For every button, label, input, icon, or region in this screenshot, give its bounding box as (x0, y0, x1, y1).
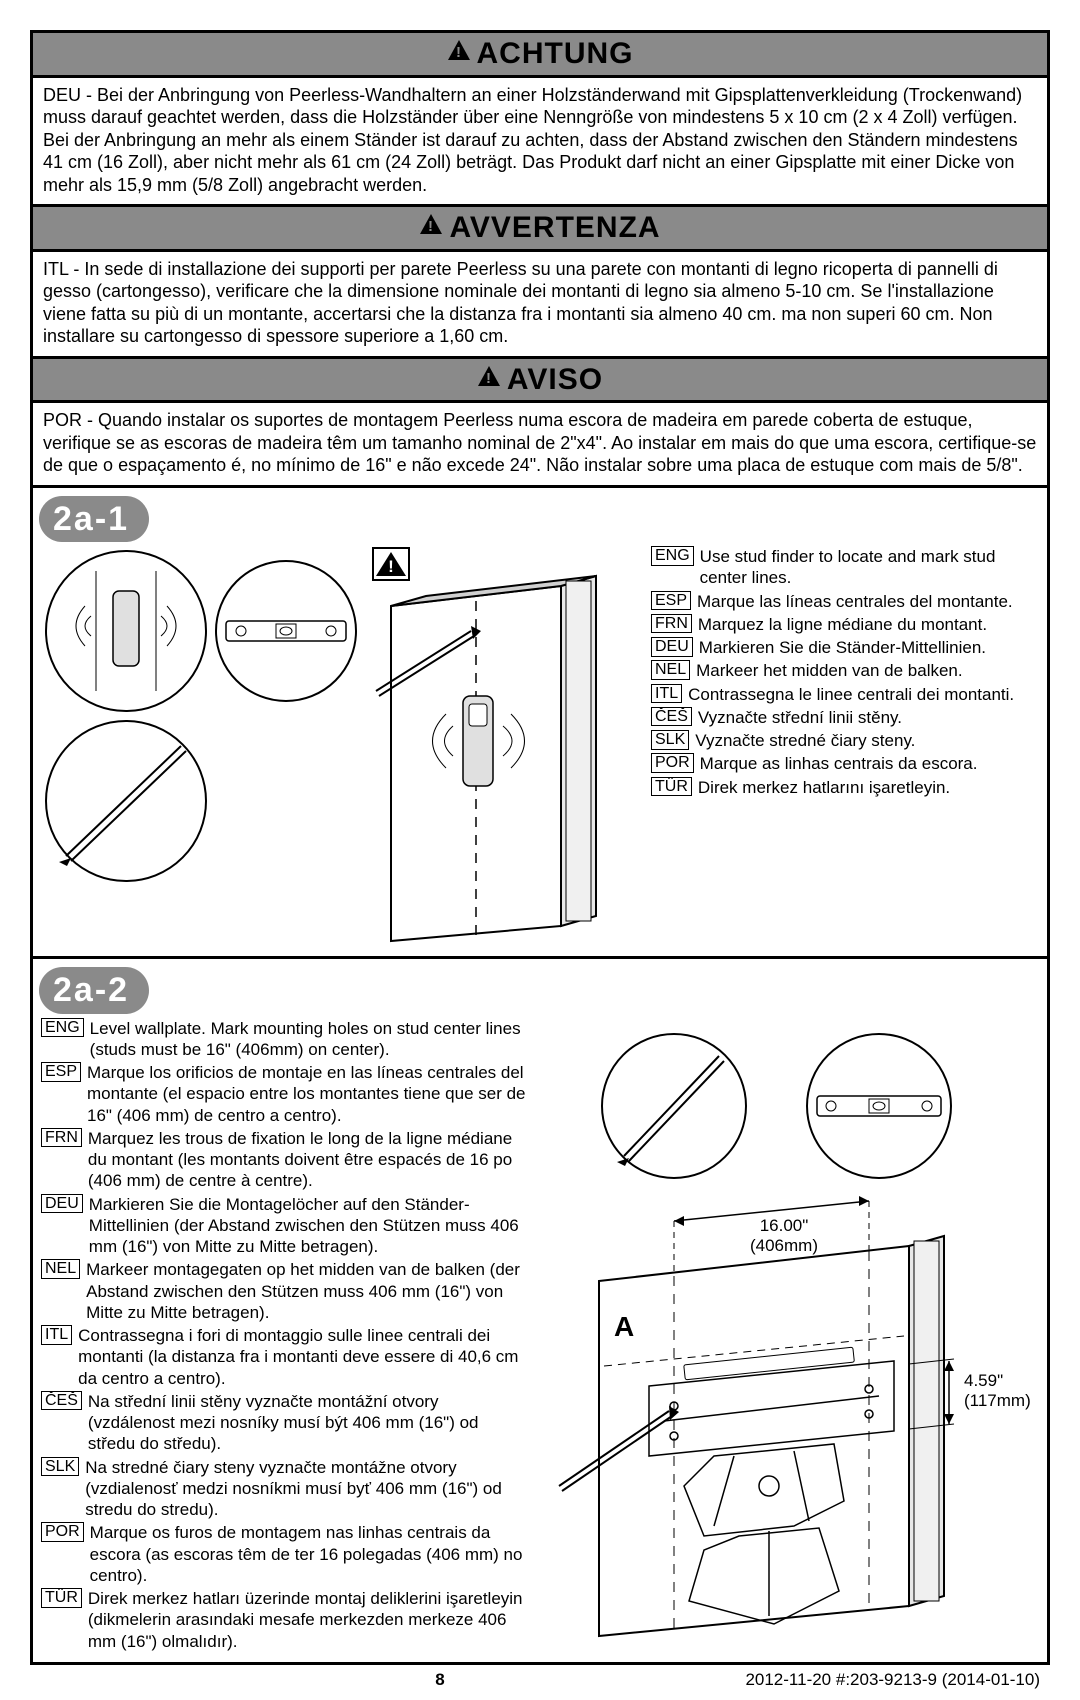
achtung-body: DEU - Bei der Anbringung von Peerless-Wa… (33, 78, 1047, 205)
lang-code: ENG (41, 1018, 84, 1038)
lang-code: DEU (651, 637, 693, 657)
instruction-text: Marquez la ligne médiane du montant. (698, 614, 1039, 635)
instruction-row: TÜR Direk merkez hatlarını işaretleyin. (651, 777, 1039, 798)
instruction-text: Level wallplate. Mark mounting holes on … (90, 1018, 529, 1061)
instruction-text: Na střední linii stěny vyznačte montážní… (88, 1391, 529, 1455)
instruction-row: SLK Vyznačte stredné čiary steny. (651, 730, 1039, 751)
svg-text:!: ! (456, 44, 462, 61)
section-2a1: ! ENGUse stud (33, 546, 1047, 959)
instruction-text: Marquez les trous de fixation le long de… (88, 1128, 529, 1192)
lang-code: ENG (651, 546, 694, 566)
lang-code: POR (41, 1522, 84, 1542)
aviso-title: AVISO (507, 363, 603, 396)
instruction-row: FRN Marquez les trous de fixation le long… (41, 1128, 529, 1192)
instruction-text: Contrassegna i fori di montaggio sulle l… (78, 1325, 529, 1389)
instruction-row: FRN Marquez la ligne médiane du montant. (651, 614, 1039, 635)
svg-text:(406mm): (406mm) (750, 1236, 818, 1255)
main-frame: ! ACHTUNG DEU - Bei der Anbringung von Pe… (30, 30, 1050, 1665)
instruction-row: ESP Marque los orificios de montaje en la… (41, 1062, 529, 1126)
svg-text:4.59": 4.59" (964, 1371, 1003, 1390)
instruction-text: Markieren Sie die Ständer-Mittellinien. (699, 637, 1039, 658)
lang-code: FRN (41, 1128, 82, 1148)
instruction-text: Markeer montagegaten op het midden van d… (86, 1259, 529, 1323)
svg-text:!: ! (428, 218, 434, 235)
lang-code: TÜR (41, 1588, 82, 1608)
instruction-text: Contrassegna le linee centrali dei monta… (688, 684, 1039, 705)
caution-icon: ! (419, 213, 443, 235)
instruction-text: Use stud finder to locate and mark stud … (700, 546, 1039, 589)
aviso-header: ! AVISO (33, 356, 1047, 404)
diagram-2a1-mid: ! (371, 546, 631, 946)
instruction-text: Marque os furos de montagem nas linhas c… (90, 1522, 529, 1586)
step-2a2-header-row: 2a-2 (33, 959, 1047, 1018)
instruction-text: Markeer het midden van de balken. (696, 660, 1039, 681)
lang-code: ESP (651, 591, 691, 611)
instruction-text: Vyznačte střední linii stěny. (698, 707, 1039, 728)
lang-code: ČEŠ (651, 707, 692, 727)
step-2a1-header-row: 2a-1 (33, 488, 1047, 547)
step-badge-2a1: 2a-1 (39, 496, 149, 543)
instruction-row: POR Marque as linhas centrais da escora. (651, 753, 1039, 774)
instruction-text: Direk merkez hatları üzerinde montaj del… (88, 1588, 529, 1652)
diagram-2a2: 16.00" (406mm) A (539, 1018, 1039, 1654)
lang-code: NEL (41, 1259, 80, 1279)
aviso-body: POR - Quando instalar os suportes de mon… (33, 403, 1047, 485)
avvertenza-header: ! AVVERTENZA (33, 204, 1047, 252)
instruction-row: ITL Contrassegna i fori di montaggio sull… (41, 1325, 529, 1389)
page-number: 8 (240, 1669, 640, 1690)
instruction-row: NEL Markeer montagegaten op het midden va… (41, 1259, 529, 1323)
lang-code: NEL (651, 660, 690, 680)
instruction-row: DEU Markieren Sie die Ständer-Mittellinie… (651, 637, 1039, 658)
lang-code: SLK (651, 730, 689, 750)
lang-code: ITL (651, 684, 682, 704)
instruction-row: SLK Na stredné čiary steny vyznačte montá… (41, 1457, 529, 1521)
instruction-row: NEL Markeer het midden van de balken. (651, 660, 1039, 681)
instructions-2a2: ENG Level wallplate. Mark mounting holes … (41, 1018, 529, 1654)
svg-text:16.00": 16.00" (760, 1216, 809, 1235)
achtung-title: ACHTUNG (477, 37, 634, 70)
lang-code: DEU (41, 1194, 83, 1214)
instructions-2a1: ENG Use stud finder to locate and mark st… (641, 546, 1039, 946)
caution-icon: ! (447, 39, 471, 61)
instruction-row: ENG Level wallplate. Mark mounting holes … (41, 1018, 529, 1061)
instruction-text: Marque los orificios de montaje en las l… (87, 1062, 529, 1126)
lang-code: ITL (41, 1325, 72, 1345)
svg-text:!: ! (388, 557, 394, 576)
instruction-text: Na stredné čiary steny vyznačte montážne… (85, 1457, 529, 1521)
svg-text:A: A (614, 1311, 634, 1342)
instruction-text: Direk merkez hatlarını işaretleyin. (698, 777, 1039, 798)
svg-text:!: ! (486, 370, 492, 387)
avvertenza-body: ITL - In sede di installazione dei suppo… (33, 252, 1047, 356)
lang-code: ESP (41, 1062, 81, 1082)
svg-text:(117mm): (117mm) (964, 1391, 1031, 1410)
lang-code: TÜR (651, 777, 692, 797)
section-2a2: ENG Level wallplate. Mark mounting holes … (33, 1018, 1047, 1662)
instruction-row: POR Marque os furos de montagem nas linha… (41, 1522, 529, 1586)
instruction-row: ČEŠ Na střední linii stěny vyznačte montá… (41, 1391, 529, 1455)
lang-code: SLK (41, 1457, 79, 1477)
instruction-row: ESP Marque las líneas centrales del monta… (651, 591, 1039, 612)
instruction-text: Marque las líneas centrales del montante… (697, 591, 1039, 612)
step-badge-2a2: 2a-2 (39, 967, 149, 1014)
achtung-header: ! ACHTUNG (33, 33, 1047, 78)
diagram-2a1-left (41, 546, 361, 946)
lang-code: ČEŠ (41, 1391, 82, 1411)
instruction-text: Markieren Sie die Montagelöcher auf den … (89, 1194, 529, 1258)
avvertenza-title: AVVERTENZA (449, 211, 660, 244)
lang-code: POR (651, 753, 694, 773)
instruction-row: TÜR Direk merkez hatları üzerinde montaj … (41, 1588, 529, 1652)
lang-code: FRN (651, 614, 692, 634)
instruction-row: DEU Markieren Sie die Montagelöcher auf d… (41, 1194, 529, 1258)
instruction-row: ČEŠ Vyznačte střední linii stěny. (651, 707, 1039, 728)
instruction-text: Marque as linhas centrais da escora. (700, 753, 1039, 774)
instruction-row: ENG Use stud finder to locate and mark st… (651, 546, 1039, 589)
footer-info: 2012-11-20 #:203-9213-9 (2014-01-10) (640, 1669, 1040, 1690)
instruction-row: ITL Contrassegna le linee centrali dei mo… (651, 684, 1039, 705)
caution-icon: ! (477, 365, 501, 387)
instruction-text: Vyznačte stredné čiary steny. (695, 730, 1039, 751)
